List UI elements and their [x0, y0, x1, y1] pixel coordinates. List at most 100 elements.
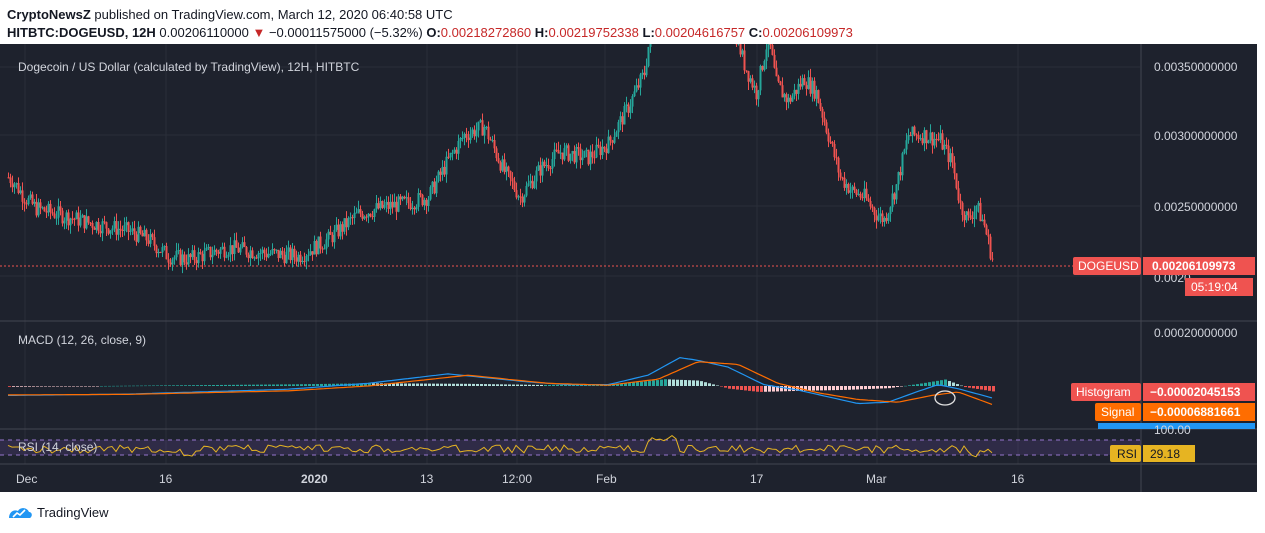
candle-body [907, 135, 910, 141]
candle-body [149, 234, 152, 244]
histogram-bar [736, 386, 739, 390]
histogram-bar [992, 386, 995, 392]
candle-body [17, 183, 20, 194]
candle-body [187, 254, 190, 265]
signal-value-tag [1143, 403, 1255, 421]
candle-body [879, 213, 882, 217]
histogram-bar [244, 384, 247, 386]
candle-body [613, 136, 616, 143]
candle-body [635, 85, 638, 92]
candle-body [71, 218, 74, 220]
candle-body [333, 229, 336, 243]
candle-body [291, 248, 294, 261]
chart-canvas[interactable]: Dogecoin / US Dollar (calculated by Trad… [0, 44, 1257, 492]
candle-body [47, 203, 50, 213]
candle-body [555, 149, 558, 151]
candle-body [225, 256, 228, 258]
candle-body [87, 216, 90, 223]
histogram-bar [200, 385, 203, 386]
histogram-bar [956, 384, 959, 386]
candle-body [445, 156, 448, 175]
candle-body [213, 249, 216, 255]
candle-body [863, 188, 866, 198]
candle-body [903, 149, 906, 154]
candle-body [85, 216, 88, 229]
histogram-bar [740, 386, 743, 390]
candle-body [847, 183, 850, 193]
candle-body [99, 231, 102, 234]
histogram-bar [416, 383, 419, 386]
candle-body [97, 222, 100, 232]
candle-body [469, 134, 472, 141]
histogram-bar [152, 385, 155, 387]
histogram-bar [820, 386, 823, 391]
histogram-bar [148, 385, 151, 387]
candle-body [617, 122, 620, 133]
candle-body [227, 254, 230, 257]
histogram-bar [156, 385, 159, 386]
histogram-bar [568, 384, 571, 386]
histogram-value: −0.00002045153 [1150, 385, 1241, 399]
candle-body [621, 116, 624, 125]
candle-body [761, 65, 764, 70]
histogram-bar [64, 386, 67, 387]
tradingview-logo-icon[interactable] [7, 504, 33, 522]
last-price-value: 0.00206109973 [1152, 259, 1236, 273]
histogram-bar [920, 383, 923, 386]
histogram-bar [688, 380, 691, 386]
candle-body [369, 213, 372, 217]
tradingview-brand[interactable]: TradingView [37, 505, 109, 520]
footer: TradingView [0, 492, 1265, 533]
rsi-tick: 100.00 [1154, 423, 1191, 437]
candle-body [625, 104, 628, 106]
histogram-bar [492, 384, 495, 386]
candle-body [339, 224, 342, 237]
candle-body [191, 250, 194, 258]
candle-body [35, 201, 38, 216]
candle-body [507, 166, 510, 171]
histogram-bar [464, 383, 467, 386]
candle-body [783, 94, 786, 98]
candle-body [609, 136, 612, 141]
histogram-bar [488, 384, 491, 386]
candle-body [95, 222, 98, 230]
candle-body [937, 139, 940, 141]
candle-body [19, 190, 22, 194]
candle-body [105, 222, 108, 229]
candle-body [215, 249, 218, 252]
histogram-bar [728, 386, 731, 389]
candle-body [201, 253, 204, 262]
candle-body [237, 247, 240, 253]
histogram-bar [864, 386, 867, 390]
candle-body [481, 120, 484, 136]
candle-body [897, 172, 900, 185]
candle-body [359, 209, 362, 214]
histogram-bar [616, 384, 619, 386]
publisher-name[interactable]: CryptoNewsZ [7, 7, 91, 22]
symbol-label[interactable]: HITBTC:DOGEUSD, 12H [7, 25, 156, 40]
histogram-bar [324, 383, 327, 386]
publish-line: CryptoNewsZ published on TradingView.com… [7, 7, 453, 22]
histogram-bar [868, 386, 871, 389]
histogram-bar [16, 386, 19, 387]
candle-body [103, 221, 106, 223]
candle-body [495, 148, 498, 159]
candle-body [473, 129, 476, 137]
candle-body [887, 214, 890, 221]
histogram-bar [676, 379, 679, 386]
histogram-bar [132, 385, 135, 387]
histogram-bar [420, 383, 423, 386]
chart-area[interactable]: Dogecoin / US Dollar (calculated by Trad… [0, 44, 1257, 492]
candle-body [451, 152, 454, 154]
candle-body [759, 65, 762, 91]
candle-body [223, 246, 226, 258]
histogram-bar [412, 383, 415, 386]
histogram-label: Histogram [1076, 385, 1131, 399]
candle-body [397, 196, 400, 212]
candle-body [79, 217, 82, 226]
candle-body [91, 223, 94, 228]
macd-title: MACD (12, 26, close, 9) [18, 333, 146, 347]
histogram-bar [888, 386, 891, 389]
candle-body [303, 260, 306, 262]
candle-body [581, 157, 584, 161]
